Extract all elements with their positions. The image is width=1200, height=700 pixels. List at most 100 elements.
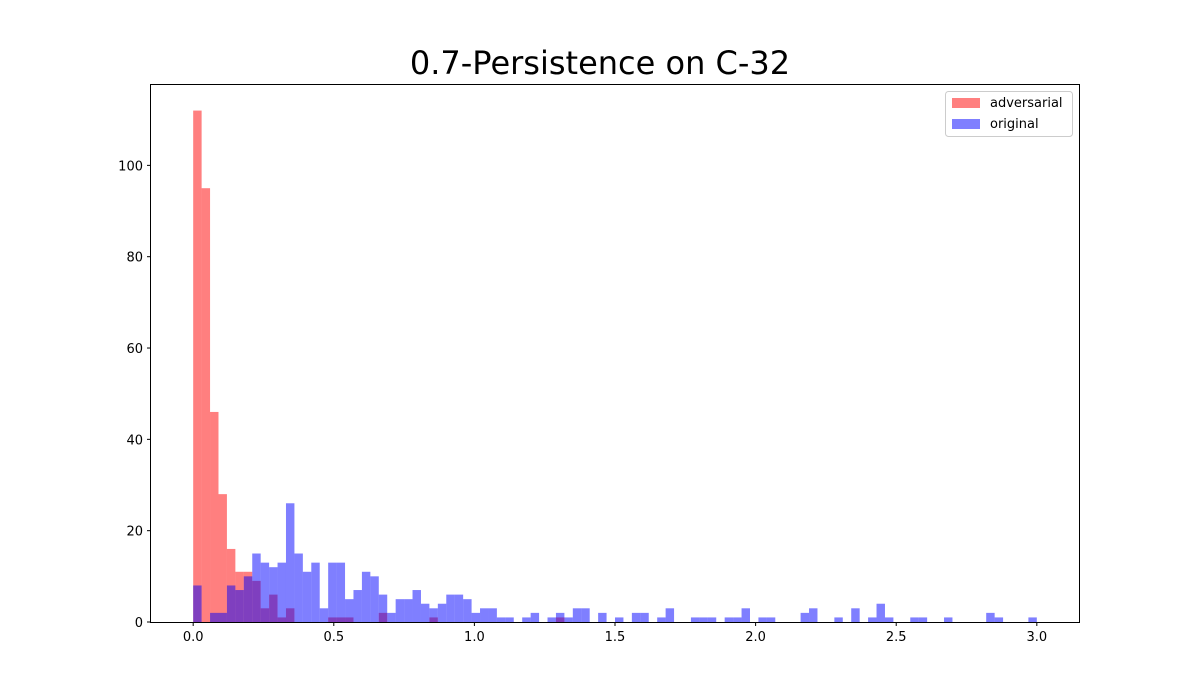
x-tick-label: 1.5 [605,630,626,645]
original-bar [353,590,362,622]
adversarial-bar [210,411,219,622]
original-bar [733,617,742,622]
original-bar [311,562,320,622]
original-bar [345,599,354,622]
original-bar [572,608,582,622]
original-bar [547,617,556,622]
original-bar [640,612,649,622]
x-axis: 0.0 0.5 1.0 1.5 2.0 2.5 3.0 [183,622,1047,645]
original-bar [918,617,928,622]
original-bar [884,617,894,622]
original-bar [336,562,346,622]
series-original [193,503,1037,622]
original-bar [294,553,303,622]
original-bar [277,562,286,622]
legend-label-adversarial: adversarial [990,96,1063,111]
original-bar [868,617,877,622]
original-bar [522,617,531,622]
original-bar [328,562,337,622]
original-bar [480,608,489,622]
original-bar [581,608,590,622]
original-bar [699,617,708,622]
original-bar [615,617,624,622]
original-bar [876,603,885,622]
original-bar [378,594,388,622]
original-bar [690,617,700,622]
legend-swatch-adversarial [952,98,980,108]
original-bar [404,599,413,622]
y-axis: 0 20 40 60 80 100 [118,159,151,631]
original-bar [555,612,565,622]
original-bar [235,590,244,622]
original-bar [809,608,818,622]
original-bar [564,617,573,622]
original-bar [741,608,750,622]
original-bar [429,608,438,622]
original-bar [910,617,919,622]
original-bar [834,617,843,622]
original-bar [446,594,455,622]
original-bar [471,612,481,622]
original-bar [387,612,396,622]
original-bar [986,612,995,622]
original-bar [269,567,278,622]
original-bar [766,617,776,622]
original-bar [370,576,379,622]
original-bar [851,608,860,622]
original-bar [420,603,430,622]
x-tick-label: 1.0 [464,630,485,645]
original-bar [463,599,472,622]
x-tick-label: 0.0 [183,630,204,645]
y-tick-label: 0 [135,616,143,631]
y-tick-label: 20 [126,525,143,540]
original-bar [243,576,253,622]
original-bar [944,617,953,622]
original-bar [758,617,767,622]
original-bar [210,612,219,622]
original-bar [665,608,675,622]
y-tick-label: 80 [126,251,143,266]
original-bar [598,612,607,622]
adversarial-bar [193,110,202,622]
original-bar [226,585,236,622]
original-bar [361,571,371,622]
y-tick-label: 60 [126,342,143,357]
original-bar [285,503,295,622]
original-bar [252,553,261,622]
chart-title: 0.7-Persistence on C-32 [410,44,790,82]
y-tick-label: 100 [118,159,143,174]
original-bar [657,617,666,622]
legend-swatch-original [952,119,980,129]
original-bar [302,571,312,622]
original-bar [193,585,202,622]
x-tick-label: 2.0 [745,630,766,645]
x-tick-label: 0.5 [323,630,344,645]
bars-layer [193,110,1037,622]
adversarial-bar [201,188,211,622]
series-adversarial [193,110,565,622]
adversarial-bar [218,494,227,622]
original-bar [488,608,497,622]
original-bar [724,617,734,622]
original-bar [505,617,514,622]
original-bar [800,612,810,622]
original-bar [319,608,329,622]
original-bar [260,562,270,622]
original-bar [412,590,421,622]
original-bar [496,617,506,622]
legend: adversarial original [945,91,1073,137]
original-bar [707,617,717,622]
original-bar [395,599,405,622]
y-tick-label: 40 [126,433,143,448]
x-tick-label: 3.0 [1026,630,1047,645]
original-bar [454,594,464,622]
x-tick-label: 2.5 [886,630,907,645]
original-bar [530,612,540,622]
original-bar [994,617,1004,622]
original-bar [631,612,641,622]
original-bar [218,612,227,622]
original-bar [1028,617,1037,622]
legend-label-original: original [990,117,1039,132]
original-bar [437,603,447,622]
